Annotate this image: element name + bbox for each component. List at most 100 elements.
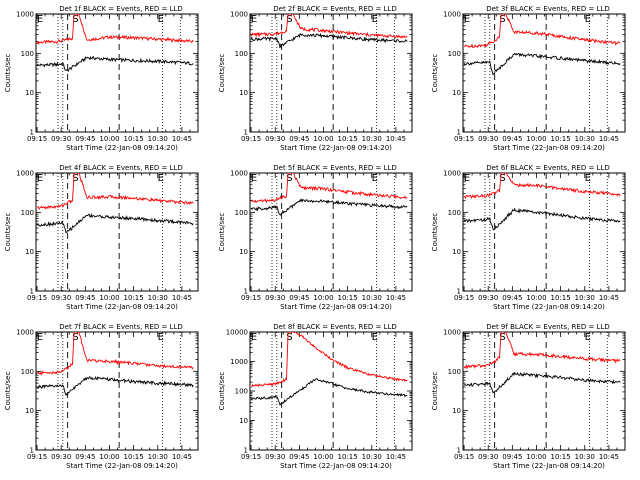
- series-line-lld: [250, 173, 408, 204]
- y-axis-label: Counts/sec: [4, 213, 12, 252]
- y-axis-label: Counts/sec: [4, 54, 12, 93]
- x-tick-label: 10:30: [362, 294, 382, 302]
- series-line-events: [250, 198, 408, 216]
- x-tick-label: 10:15: [124, 453, 144, 461]
- marker-label: S: [286, 332, 292, 343]
- plot-frame: [249, 172, 413, 292]
- x-tick-label: 09:30: [265, 453, 285, 461]
- x-tick-label: 09:30: [478, 453, 498, 461]
- series-line-lld: [464, 14, 621, 49]
- marker-label: E: [158, 332, 164, 343]
- marker-label: S: [72, 173, 78, 184]
- marker-label: S: [499, 14, 505, 25]
- x-tick-label: 10:30: [148, 135, 168, 143]
- y-tick-label: 1000: [230, 170, 248, 178]
- y-tick-label: 1000: [16, 11, 34, 19]
- y-tick-label: 10: [239, 417, 248, 425]
- panel-title: Det 3f BLACK = Events, RED = LLD: [486, 5, 609, 13]
- y-tick-label: 10: [239, 248, 248, 256]
- panel-1: Det 1f BLACK = Events, RED = LLD 1 10 100 10…: [4, 5, 199, 152]
- x-tick-label: 10:45: [386, 453, 406, 461]
- marker-label: E: [158, 14, 164, 25]
- panel-title: Det 1f BLACK = Events, RED = LLD: [59, 5, 182, 13]
- series-line-events: [36, 56, 194, 73]
- x-axis-label: Start Time (22-Jan-08 09:14:20): [493, 462, 605, 470]
- y-axis-label: Counts/sec: [218, 213, 226, 252]
- panel-title: Det 7f BLACK = Events, RED = LLD: [59, 323, 182, 331]
- marker-label: E: [158, 173, 164, 184]
- x-tick-label: 10:45: [599, 135, 619, 143]
- x-axis-label: Start Time (22-Jan-08 09:14:20): [493, 144, 605, 152]
- x-tick-label: 09:15: [241, 294, 261, 302]
- x-tick-label: 10:30: [362, 453, 382, 461]
- x-tick-label: 10:15: [551, 294, 571, 302]
- x-tick-label: 09:15: [454, 294, 474, 302]
- y-tick-label: 1000: [16, 329, 34, 337]
- x-tick-label: 09:45: [75, 453, 95, 461]
- x-axis-label: Start Time (22-Jan-08 09:14:20): [66, 303, 178, 311]
- x-axis-label: Start Time (22-Jan-08 09:14:20): [66, 462, 178, 470]
- y-tick-label: 100: [235, 209, 248, 217]
- y-tick-label: 1: [30, 288, 34, 296]
- y-tick-label: 10: [452, 89, 461, 97]
- panel-7: Det 7f BLACK = Events, RED = LLD 1 10 100 10…: [4, 323, 199, 470]
- x-tick-label: 10:15: [124, 294, 144, 302]
- x-tick-label: 10:00: [99, 294, 119, 302]
- panel-title: Det 5f BLACK = Events, RED = LLD: [273, 164, 396, 172]
- series-line-events: [36, 375, 194, 397]
- x-tick-label: 10:00: [526, 135, 546, 143]
- x-tick-label: 10:00: [526, 294, 546, 302]
- marker-label: E: [372, 332, 378, 343]
- marker-label: S: [286, 14, 292, 25]
- marker-label: E: [37, 173, 43, 184]
- marker-label: E: [585, 14, 591, 25]
- y-tick-label: 1000: [443, 329, 461, 337]
- series-line-lld: [463, 173, 621, 200]
- x-tick-label: 10:30: [148, 294, 168, 302]
- x-tick-label: 09:15: [454, 135, 474, 143]
- x-tick-label: 10:15: [124, 135, 144, 143]
- y-tick-label: 1000: [16, 170, 34, 178]
- y-tick-label: 10: [25, 248, 34, 256]
- x-axis-label: Start Time (22-Jan-08 09:14:20): [280, 462, 392, 470]
- x-tick-label: 10:15: [338, 294, 358, 302]
- plot-frame: [249, 13, 413, 133]
- y-tick-label: 100: [235, 388, 248, 396]
- series-line-lld: [251, 14, 408, 39]
- series-line-events: [36, 212, 194, 234]
- y-tick-label: 1: [457, 288, 461, 296]
- x-tick-label: 10:45: [172, 135, 192, 143]
- panel-9: Det 9f BLACK = Events, RED = LLD 1 10 100 10…: [431, 323, 626, 470]
- x-tick-label: 09:15: [241, 135, 261, 143]
- plot-frame: [35, 13, 199, 133]
- plot-frame: [35, 331, 199, 451]
- marker-label: S: [286, 173, 292, 184]
- x-tick-label: 09:15: [454, 453, 474, 461]
- panel-5: Det 5f BLACK = Events, RED = LLD 1 10 100 10…: [218, 164, 413, 311]
- y-axis-label: Counts/sec: [218, 54, 226, 93]
- x-tick-label: 09:30: [51, 294, 71, 302]
- marker-label: E: [464, 332, 470, 343]
- x-tick-label: 09:30: [478, 294, 498, 302]
- panel-title: Det 2f BLACK = Events, RED = LLD: [273, 5, 396, 13]
- panel-8: Det 8f BLACK = Events, RED = LLD 1 10 100 10…: [218, 323, 413, 470]
- marker-label: E: [251, 14, 257, 25]
- y-axis-label: Counts/sec: [431, 372, 439, 411]
- y-tick-label: 10: [452, 407, 461, 415]
- marker-label: E: [372, 173, 378, 184]
- x-tick-label: 09:45: [289, 294, 309, 302]
- y-tick-label: 10: [452, 248, 461, 256]
- x-tick-label: 10:15: [551, 135, 571, 143]
- y-tick-label: 100: [235, 50, 248, 58]
- series-line-events: [250, 378, 408, 406]
- x-tick-label: 10:30: [575, 294, 595, 302]
- x-tick-label: 10:30: [575, 453, 595, 461]
- series-line-lld: [37, 332, 194, 376]
- x-tick-label: 10:00: [313, 453, 333, 461]
- y-tick-label: 1: [30, 447, 34, 455]
- x-tick-label: 09:15: [241, 453, 261, 461]
- x-axis-label: Start Time (22-Jan-08 09:14:20): [66, 144, 178, 152]
- x-tick-label: 09:45: [289, 135, 309, 143]
- panel-title: Det 8f BLACK = Events, RED = LLD: [273, 323, 396, 331]
- x-tick-label: 10:15: [551, 453, 571, 461]
